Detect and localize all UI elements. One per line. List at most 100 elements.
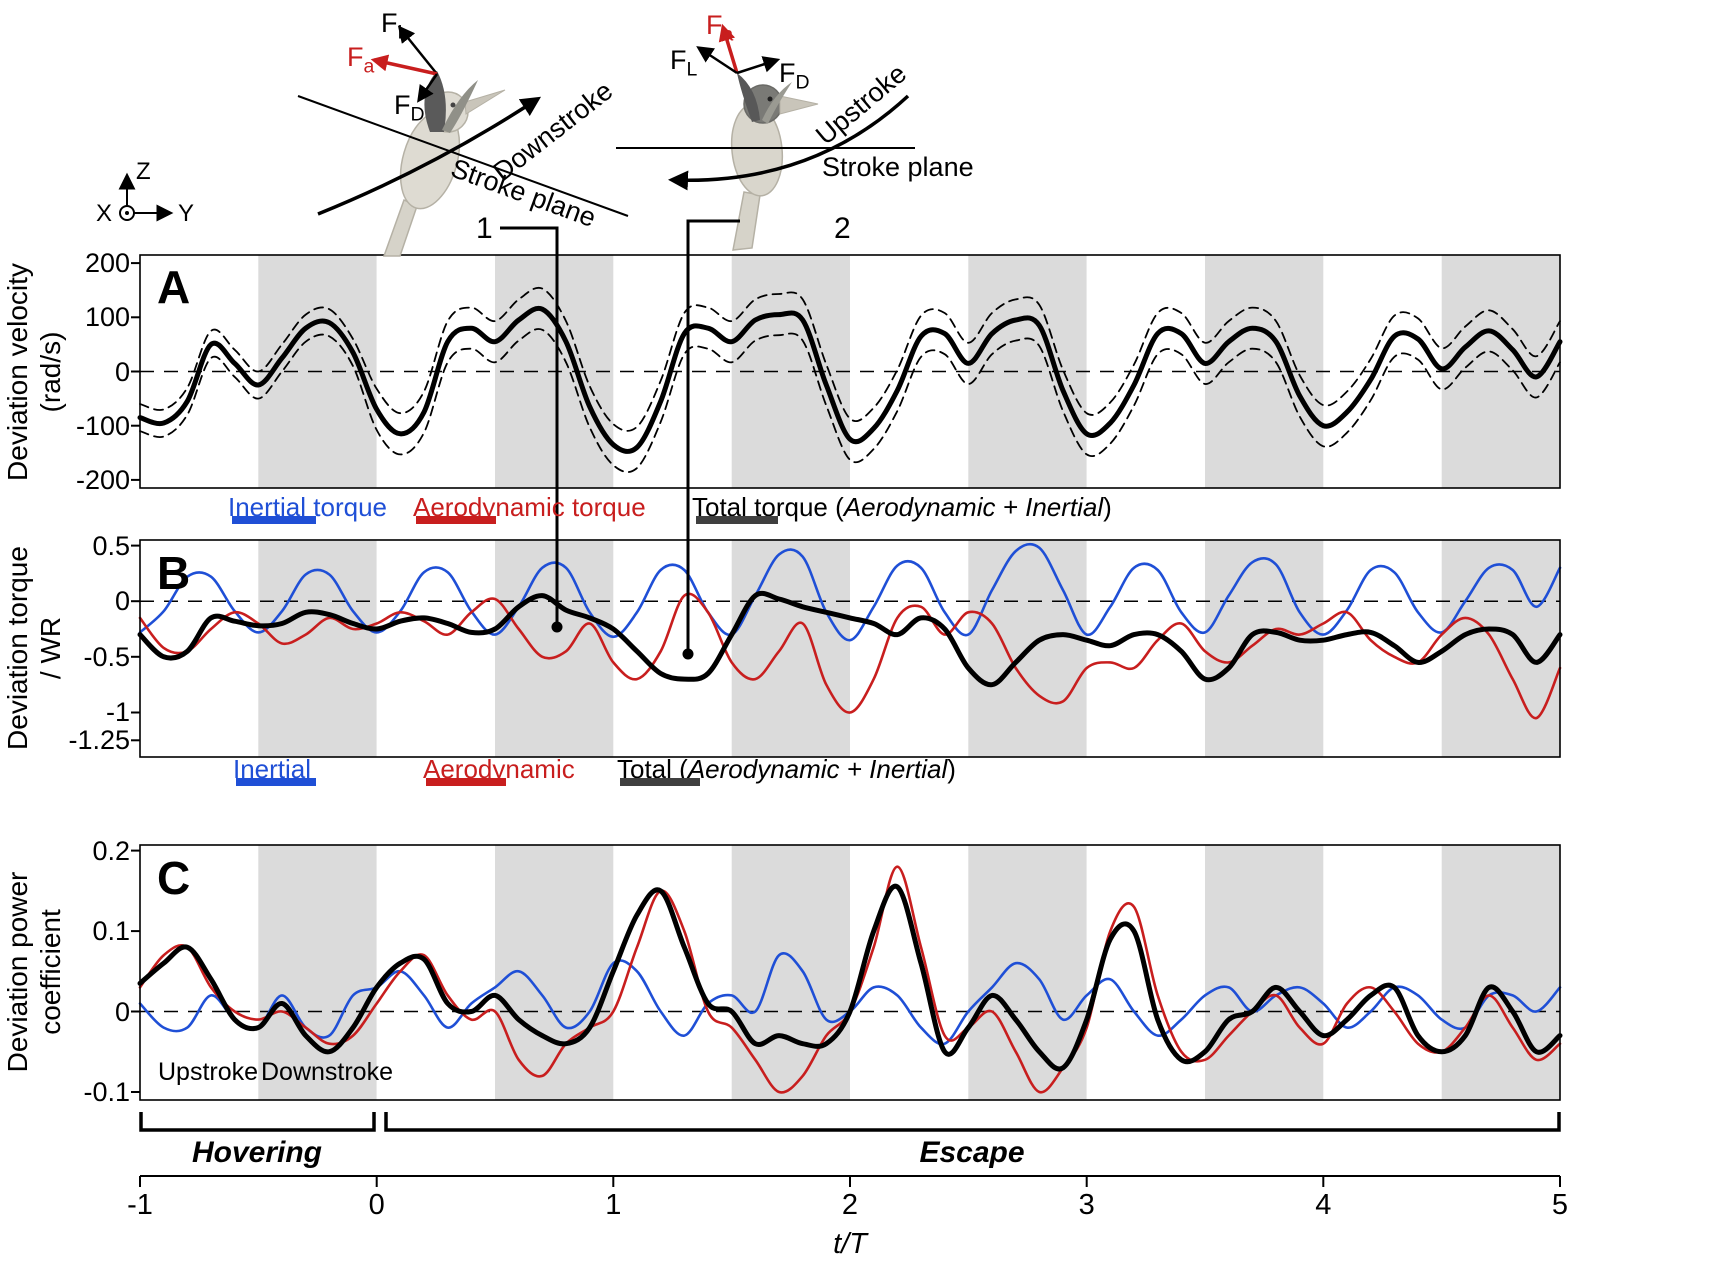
panel-b-label: B	[157, 547, 191, 599]
y-tick-label: 0.2	[92, 835, 130, 866]
snapshot-1-callout-dot	[551, 621, 563, 633]
force-sub-lift: L	[397, 21, 409, 44]
panel-c-y-title: Deviation power coefficient	[1, 872, 67, 1073]
axis-x-label: X	[96, 200, 113, 227]
lift-force-arrow-2	[696, 46, 738, 75]
snapshot-2-label: 2	[834, 212, 851, 245]
drag-force-label-1: FD	[394, 90, 425, 126]
y-tick-label: 0	[114, 356, 130, 387]
panel-c-label: C	[157, 852, 191, 904]
downstroke-note: Downstroke	[261, 1058, 393, 1086]
y-tick-label: -200	[75, 464, 130, 495]
stroke-plane-label-2: Stroke plane	[822, 152, 974, 182]
downstroke-shading-band	[1441, 540, 1560, 757]
snapshot-2-callout-line	[686, 219, 740, 654]
escape-bracket	[384, 1112, 1561, 1132]
axis-z-label: Z	[136, 158, 151, 185]
series-mean_minus_sd	[139, 328, 1561, 473]
force-sub-drag: D	[410, 103, 425, 126]
y-tick-label: 0.1	[92, 916, 130, 947]
hummingbird-2	[730, 73, 819, 251]
bird1-tail	[382, 198, 418, 257]
legend-total-power-suffix: )	[947, 754, 956, 784]
series-total_power	[137, 883, 1563, 1072]
snapshot-1-callout-line	[500, 226, 559, 627]
aero-force-arrow-1	[370, 54, 438, 76]
y-tick-label: 200	[84, 248, 130, 279]
legend-total-torque-suffix: )	[1103, 492, 1112, 522]
bird2-beak	[779, 95, 819, 115]
force-sub-lift: L	[686, 58, 698, 81]
series-total_torque	[137, 590, 1563, 688]
lift-force-arrow-1	[397, 25, 438, 75]
y-tick-label: 0	[114, 586, 130, 617]
bird1-wing-near	[424, 71, 446, 132]
y-tick-label: -0.1	[83, 1076, 130, 1107]
axis-y-label: Y	[178, 200, 195, 227]
downstroke-shading-band	[731, 845, 850, 1100]
force-sub-drag: D	[795, 71, 810, 94]
downstroke-shading-band	[258, 845, 377, 1100]
x-tick-label: -1	[127, 1189, 153, 1221]
aero-force-label-1: Fa	[347, 42, 374, 78]
y-tick-label: -1	[105, 697, 130, 728]
bird1-eye	[450, 102, 456, 108]
force-symbol: F	[394, 90, 411, 120]
y-title-line: Deviation power	[2, 871, 33, 1073]
y-title-line: Deviation velocity	[2, 263, 33, 481]
panel-frame	[139, 539, 1561, 758]
x-axis	[139, 1175, 1561, 1187]
force-symbol: F	[381, 8, 398, 38]
legend-total-power-swatch	[620, 778, 700, 786]
panel-a-label: A	[157, 261, 191, 313]
aero-force-arrow-2	[718, 23, 739, 74]
force-symbol: F	[347, 42, 364, 72]
force-symbol: F	[779, 58, 796, 88]
y-tick-label: 0.5	[92, 530, 130, 561]
x-tick-label: 2	[841, 1189, 859, 1221]
drag-force-arrow-1	[417, 73, 439, 103]
y-title-line: Deviation torque	[2, 546, 33, 750]
panel-c	[131, 844, 1563, 1101]
bird1-wing-far	[442, 80, 478, 133]
aero-force-label-2: Fa	[706, 10, 733, 46]
y-tick-label: -100	[75, 410, 130, 441]
upstroke-arrow	[668, 94, 910, 191]
downstroke-shading-band	[1205, 845, 1324, 1100]
lift-force-label-1: FL	[381, 8, 408, 44]
escape-label: Escape	[919, 1136, 1025, 1169]
downstroke-shading-band	[731, 540, 850, 757]
legend-total-torque-italic: Aerodynamic + Inertial	[843, 492, 1104, 522]
x-tick-label: 4	[1315, 1189, 1332, 1221]
lift-force-label-2: FL	[670, 45, 697, 81]
stroke-plane-line-1	[297, 95, 629, 217]
downstroke-shading-band	[495, 540, 614, 757]
y-title-line: coefficient	[35, 909, 66, 1035]
drag-force-label-2: FD	[779, 58, 810, 94]
downstroke-shading-band	[1205, 540, 1324, 757]
panel-a	[131, 254, 1563, 489]
bird2-eye	[767, 96, 773, 102]
legend-total-power-italic: Aerodynamic + Inertial	[687, 754, 948, 784]
x-tick-label: 0	[368, 1189, 385, 1221]
coordinate-frame	[118, 172, 174, 222]
panel-frame	[139, 844, 1561, 1101]
upstroke-note: Upstroke	[158, 1058, 259, 1086]
y-tick-label: -0.5	[83, 641, 130, 672]
drag-force-arrow-2	[736, 56, 781, 75]
downstroke-shading-band	[1441, 845, 1560, 1100]
series-inertial_torque	[138, 542, 1562, 642]
bird1-beak	[464, 89, 506, 115]
bird2-wing-near	[737, 73, 760, 122]
force-symbol: F	[706, 10, 723, 40]
downstroke-arrow	[317, 96, 542, 216]
legend-total-torque-swatch	[696, 516, 778, 524]
series-aerodynamic_torque	[138, 592, 1562, 720]
force-sub-aero: a	[363, 55, 375, 78]
legend-aerodynamic-torque-swatch	[416, 516, 496, 524]
hovering-label: Hovering	[191, 1136, 323, 1169]
x-axis-title: t/T	[833, 1228, 867, 1260]
